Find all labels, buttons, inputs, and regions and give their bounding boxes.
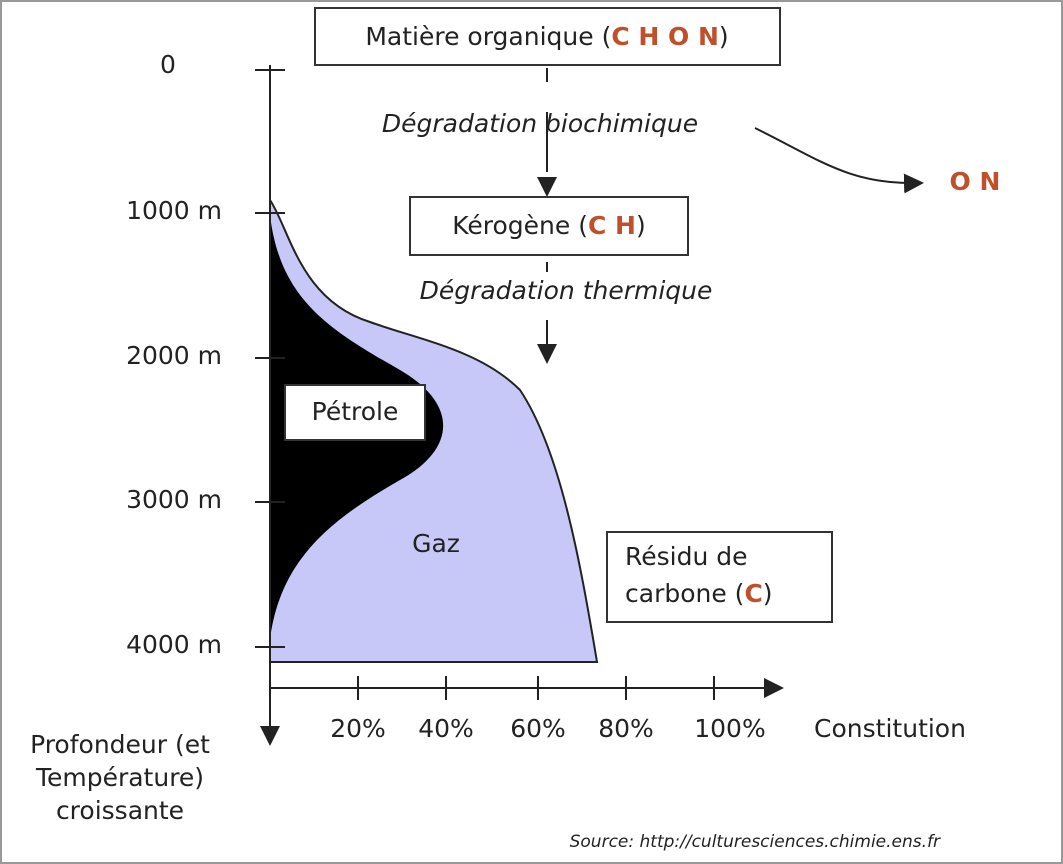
oil-box <box>284 384 426 441</box>
gas-label: Gaz <box>412 529 460 558</box>
kerogen-label: Kérogène (C H) <box>452 211 645 240</box>
elements: C H O N <box>611 22 719 51</box>
process-label: Dégradation thermique <box>420 276 713 305</box>
x-tick-label: 20% <box>330 714 386 743</box>
residue-box <box>606 531 833 623</box>
process-label: Dégradation biochimique <box>382 109 698 138</box>
x-tick-label: 40% <box>418 714 474 743</box>
y-tick-label: 0 <box>160 50 176 79</box>
y-tick-label: 2000 m <box>126 341 222 370</box>
text: Matière organique ( <box>365 22 611 51</box>
text: ) <box>763 579 773 608</box>
source: Source: http://culturesciences.chimie.en… <box>570 832 941 852</box>
kerogen-box <box>409 196 689 256</box>
organic-box <box>314 7 781 66</box>
elements: C H <box>588 211 636 240</box>
organic-label: Matière organique (C H O N) <box>365 22 728 51</box>
text: ) <box>719 22 729 51</box>
text: ) <box>636 211 646 240</box>
release-arrow <box>754 127 924 194</box>
x-tick-label: 80% <box>598 714 654 743</box>
x-tick-label: 100% <box>694 714 765 743</box>
text: carbone ( <box>625 579 744 608</box>
elements: C <box>744 579 762 608</box>
y-ticks <box>255 69 285 648</box>
y-tick-label: 4000 m <box>126 630 222 659</box>
released-elements: O N <box>950 167 1001 196</box>
oil-label: Pétrole <box>312 397 399 426</box>
residue-label: Résidu de <box>625 542 748 571</box>
text: Kérogène ( <box>452 211 588 240</box>
y-tick-label: 1000 m <box>126 196 222 225</box>
y-axis-label: croissante <box>56 796 184 825</box>
x-tick-label: 60% <box>510 714 566 743</box>
x-ticks <box>357 676 715 700</box>
residue-label: carbone (C) <box>625 579 773 608</box>
y-axis-label: Profondeur (et <box>30 730 210 759</box>
y-axis-label: Température) <box>35 763 204 792</box>
y-tick-label: 3000 m <box>126 485 222 514</box>
x-axis-label: Constitution <box>814 714 966 743</box>
